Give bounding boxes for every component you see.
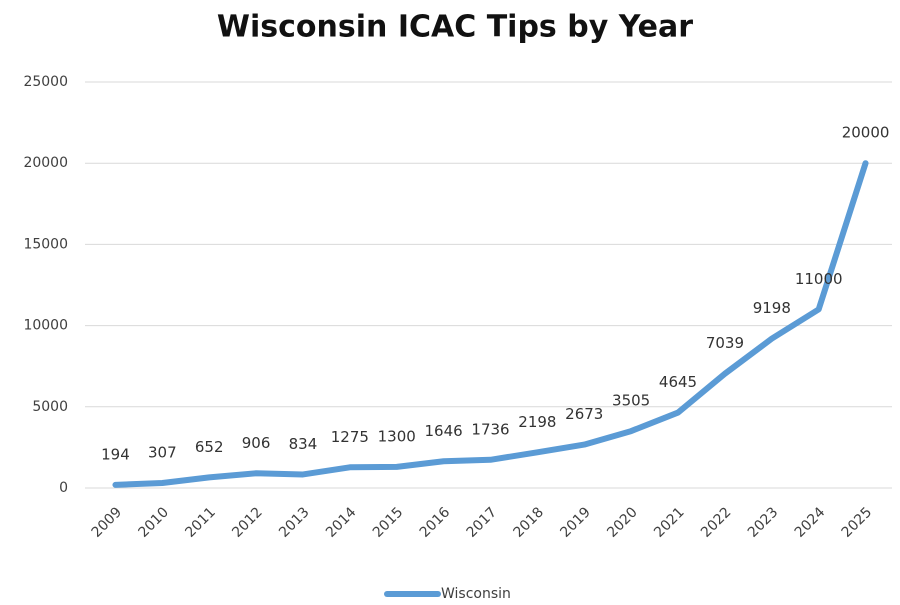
data-label: 2673 [565,405,603,423]
data-label: 652 [195,438,224,456]
data-label: 906 [242,434,271,452]
chart-title: Wisconsin ICAC Tips by Year [217,10,693,45]
data-label: 4645 [659,373,697,391]
x-tick-label: 2021 [651,504,688,541]
x-tick-label: 2019 [557,504,594,541]
x-tick-label: 2011 [182,504,219,541]
x-tick-label: 2016 [417,504,454,541]
y-tick-label: 25000 [23,74,68,90]
data-label: 1736 [471,420,509,438]
x-tick-label: 2018 [511,504,548,541]
data-label: 20000 [842,124,890,142]
x-tick-label: 2009 [89,504,126,541]
y-tick-label: 5000 [32,399,68,415]
x-tick-label: 2015 [370,504,407,541]
y-tick-label: 15000 [23,236,68,252]
data-label: 2198 [518,413,556,431]
y-tick-label: 0 [59,480,68,496]
x-tick-label: 2013 [276,504,313,541]
data-label: 834 [289,435,318,453]
data-label: 1300 [378,427,416,445]
x-tick-label: 2017 [464,504,501,541]
data-line [112,160,869,488]
x-tick-label: 2012 [229,504,266,541]
x-tick-label: 2023 [745,504,782,541]
y-tick-label: 20000 [23,155,68,171]
data-label: 7039 [706,334,744,352]
y-tick-label: 10000 [23,318,68,334]
data-label: 1646 [425,422,463,440]
x-tick-label: 2010 [135,504,172,541]
data-label: 11000 [795,270,843,288]
x-tick-label: 2025 [839,504,876,541]
data-label: 9198 [753,299,791,317]
legend-label: Wisconsin [441,586,511,602]
x-tick-label: 2024 [792,504,829,541]
data-label: 1275 [331,428,369,446]
data-label: 194 [101,445,130,463]
data-label: 3505 [612,392,650,410]
x-tick-label: 2014 [323,504,360,541]
data-label: 307 [148,444,177,462]
x-tick-label: 2022 [698,504,735,541]
x-tick-label: 2020 [604,504,641,541]
